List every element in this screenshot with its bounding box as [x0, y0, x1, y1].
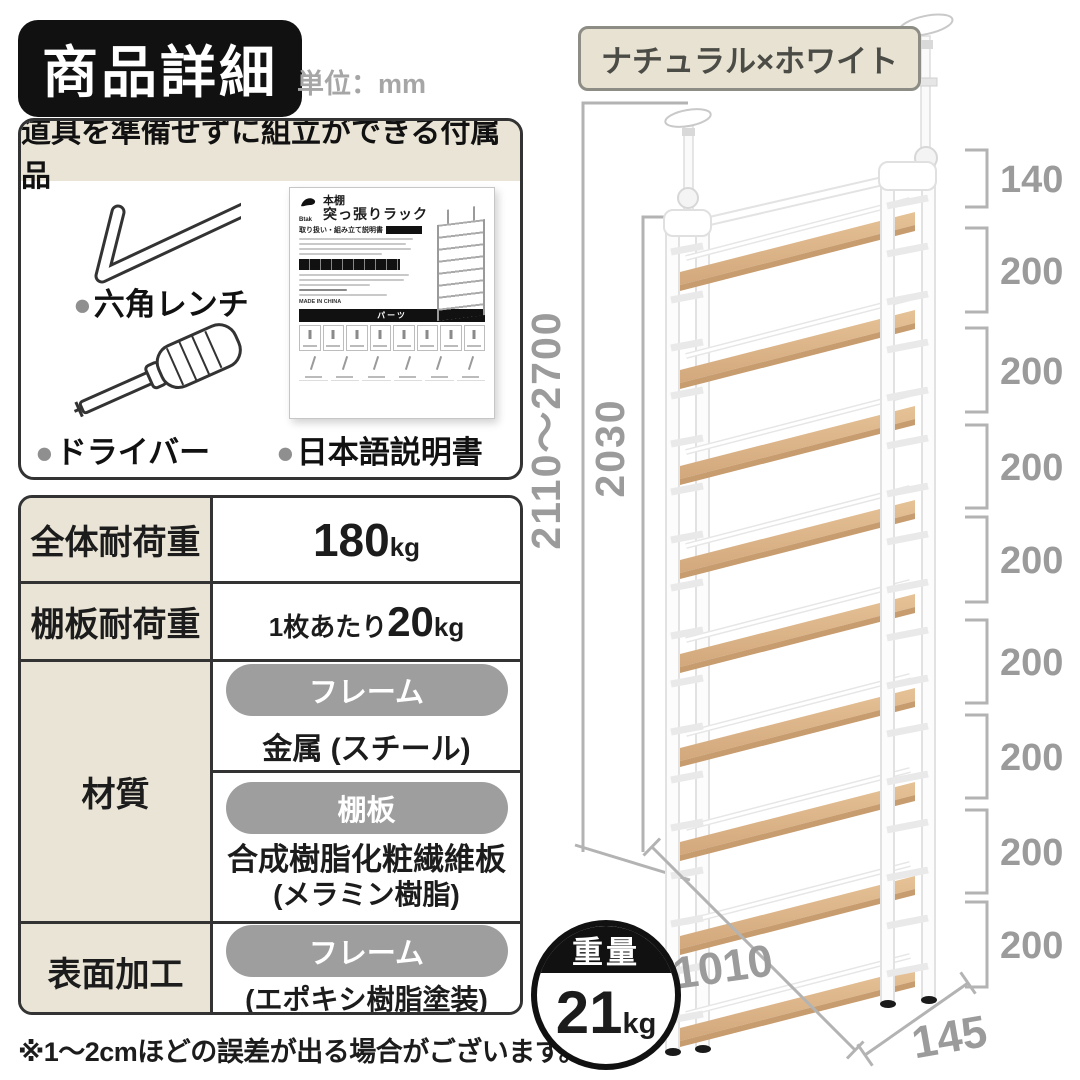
manual-made-in: MADE IN CHINA — [299, 299, 342, 305]
tolerance-note: ※1～2cmほどの誤差が出る場合がございます。 — [18, 1037, 586, 1067]
accessory-item-manual: ●日本語説明書 — [276, 435, 483, 470]
material-board-pill: 棚板 — [225, 782, 508, 834]
accessory-item-hex-wrench: ●六角レンチ — [73, 287, 249, 322]
left-side-frame — [663, 209, 712, 1051]
material-board-cell: 棚板 合成樹脂化粧繊維板 (メラミン樹脂) — [213, 770, 520, 921]
weight-unit: kg — [622, 1008, 657, 1040]
dim-label-gap-4: 200 — [1000, 540, 1063, 582]
material-frame-pill: フレーム — [225, 664, 508, 716]
manual-code-chip — [386, 226, 422, 234]
dim-label-top-gap: 140 — [1000, 159, 1063, 201]
dim-label-gap-7: 200 — [1000, 832, 1063, 874]
dim-label-gap-6: 200 — [1000, 737, 1063, 779]
weight-badge: 重量 21 kg — [531, 920, 681, 1070]
manual-title-small: 本棚 — [323, 195, 345, 207]
manual-rack-figure — [437, 219, 485, 321]
spec-row-material-value: フレーム 金属 (スチール) 棚板 合成樹脂化粧繊維板 (メラミン樹脂) — [213, 659, 520, 921]
spec-row-finish-value: フレーム (エポキシ樹脂塗装) — [213, 921, 520, 1012]
adjustable-feet — [665, 996, 937, 1056]
spec-row-shelf-load-value: 1枚あたり 20 kg — [213, 581, 520, 659]
spec-row-total-load-label: 全体耐荷重 — [21, 498, 213, 581]
unit-label: 単位：mm — [297, 69, 427, 99]
shelf-dimension-diagram: 2110～2700 2030 — [523, 13, 1063, 1068]
manual-warning-banner — [299, 259, 401, 270]
dim-label-gap-5: 200 — [1000, 642, 1063, 684]
spec-row-total-load-value: 180 kg — [213, 498, 520, 581]
manual-subtitle: 取り扱い・組み立て説明書 — [299, 225, 485, 235]
spec-row-material-label: 材質 — [21, 659, 213, 921]
gap-dimension-brackets — [965, 148, 989, 989]
manual-title-large: 突っ張りラック — [323, 206, 428, 222]
finish-frame-pill: フレーム — [225, 925, 508, 977]
spec-table: 全体耐荷重 180 kg 棚板耐荷重 1枚あたり 20 kg 材質 フレーム 金属 (… — [18, 495, 523, 1015]
dim-label-frame-height: 2030 — [587, 398, 633, 497]
bullet-icon: ● — [35, 435, 54, 470]
bullet-icon: ● — [276, 435, 295, 470]
dim-label-gap-1: 200 — [1000, 251, 1063, 293]
manual-thumbnail: Btak 本棚 突っ張りラック 取り扱い・組み立て説明書 MADE IN CH — [289, 187, 495, 419]
material-frame-cell: フレーム 金属 (スチール) — [213, 662, 520, 770]
dim-label-gap-2: 200 — [1000, 351, 1063, 393]
right-side-frame — [878, 161, 937, 1003]
accessories-title: 道具を準備せずに組立ができる付属品 — [21, 121, 520, 193]
bullet-icon: ● — [73, 287, 92, 322]
dim-label-height-range: 2110～2700 — [523, 310, 569, 549]
dim-label-gap-8: 200 — [1000, 925, 1063, 967]
color-variant-label: ナチュラル×ホワイト — [578, 26, 922, 91]
tension-rod-left — [664, 108, 712, 222]
spec-row-shelf-load-label: 棚板耐荷重 — [21, 581, 213, 659]
manual-parts-grid-2 — [299, 354, 485, 381]
accessories-box: 道具を準備せずに組立ができる付属品 ●六角レンチ ●ドライバー — [18, 118, 523, 480]
width-depth-dimension-lines — [642, 837, 977, 1067]
page-title: 商品詳細 — [18, 20, 302, 117]
weight-value: 21 — [555, 979, 623, 1046]
shelf-rack-illustration — [663, 13, 954, 1056]
wood-shelves — [680, 197, 915, 1047]
manual-brand: Btak — [299, 217, 313, 223]
manual-brand-logo-icon — [301, 198, 316, 207]
hex-wrench-icon — [94, 202, 241, 284]
dim-label-gap-3: 200 — [1000, 447, 1063, 489]
spec-row-finish-label: 表面加工 — [21, 921, 213, 1012]
accessory-item-screwdriver: ●ドライバー — [35, 435, 211, 470]
manual-parts-grid — [299, 325, 485, 351]
screwdriver-icon — [73, 323, 242, 418]
